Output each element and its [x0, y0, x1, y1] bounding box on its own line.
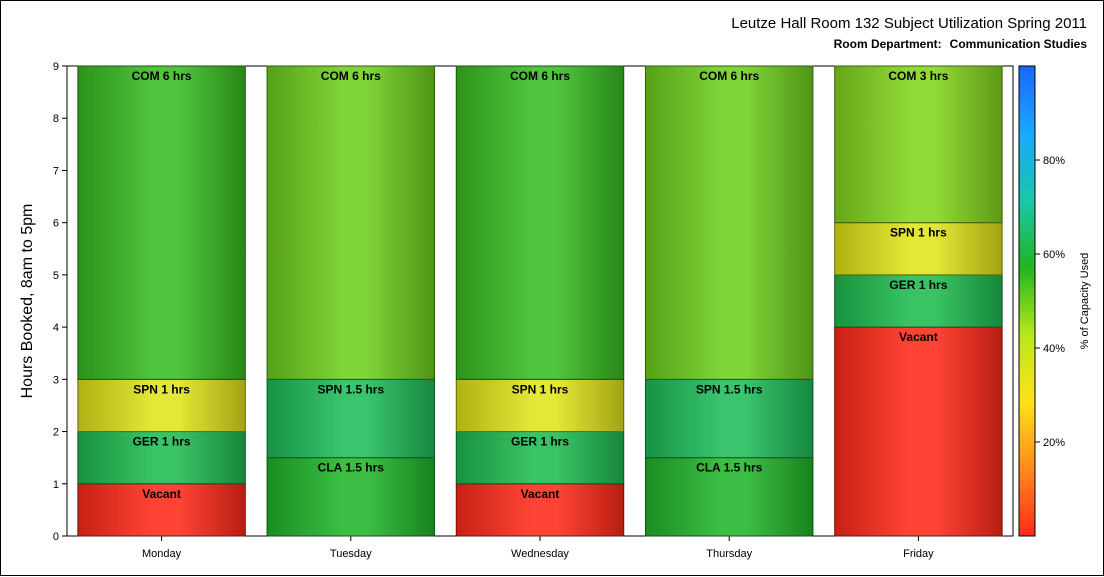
colorbar-title: % of Capacity Used [1079, 253, 1091, 350]
bar-segment[interactable] [455, 431, 625, 485]
bar-segment[interactable] [644, 378, 814, 459]
y-tick-label: 8 [53, 113, 59, 125]
bar-segment[interactable] [834, 65, 1003, 224]
y-tick-label: 7 [53, 165, 59, 177]
y-tick-label: 2 [53, 427, 59, 439]
subtitle-value: Communication Studies [950, 37, 1088, 51]
bar-segment[interactable] [77, 378, 246, 433]
bar-segment-label: Vacant [142, 487, 181, 501]
y-tick-label: 5 [53, 270, 59, 282]
y-tick-label: 6 [53, 218, 59, 230]
y-tick-label: 1 [53, 479, 59, 491]
bar-segment-label: GER 1 hrs [511, 435, 569, 449]
bar-segment[interactable] [77, 65, 246, 380]
bar-segment[interactable] [834, 326, 1003, 537]
bar-segment-label: Vacant [899, 330, 938, 344]
bar-segment-label: COM 6 hrs [699, 69, 759, 83]
bar-segment[interactable] [266, 378, 436, 459]
x-tick-label: Wednesday [511, 548, 569, 560]
x-tick-label: Monday [142, 548, 182, 560]
bar-segment[interactable] [266, 457, 436, 537]
bar-segment[interactable] [834, 274, 1003, 328]
bar-segment[interactable] [77, 431, 246, 485]
y-tick-label: 0 [53, 531, 59, 543]
bar-segment-label: GER 1 hrs [889, 278, 947, 292]
bar-segment-label: CLA 1.5 hrs [696, 461, 763, 475]
x-tick-label: Thursday [706, 548, 752, 560]
bar-segment[interactable] [834, 222, 1003, 276]
bar-segment-label: CLA 1.5 hrs [318, 461, 385, 475]
colorbar-tick-label: 60% [1043, 249, 1065, 261]
bar-segment[interactable] [455, 378, 625, 433]
bar-segment-label: COM 6 hrs [321, 69, 381, 83]
y-tick-label: 3 [53, 374, 59, 386]
bar-segment-label: COM 6 hrs [510, 69, 570, 83]
bar-segment-label: COM 6 hrs [132, 69, 192, 83]
colorbar-tick-label: 40% [1043, 343, 1065, 355]
plot-area: 0 1 2 3 4 5 6 7 8 9 Monday Vacant GER 1 hrs SPN 1 hrs… [53, 61, 1014, 560]
chart-subtitle: Room Department: Communication Studies [834, 37, 1088, 51]
colorbar-tick-label: 80% [1043, 155, 1065, 167]
bar-segment[interactable] [77, 483, 246, 537]
x-tick-label: Friday [903, 548, 934, 560]
y-tick-label: 4 [53, 322, 59, 334]
bar-segment-label: COM 3 hrs [888, 69, 948, 83]
bar-segment-label: SPN 1 hrs [133, 382, 190, 396]
bar-segment[interactable] [644, 65, 814, 380]
chart-title: Leutze Hall Room 132 Subject Utilization… [731, 15, 1087, 32]
x-tick-label: Tuesday [330, 548, 372, 560]
bar-segment-label: SPN 1.5 hrs [317, 382, 384, 396]
bar-segment[interactable] [455, 65, 625, 380]
bar-segment[interactable] [644, 457, 814, 537]
bar-segment-label: SPN 1 hrs [890, 226, 947, 240]
colorbar-gradient [1018, 65, 1036, 537]
bar-segment-label: SPN 1 hrs [512, 382, 569, 396]
y-tick-label: 9 [53, 61, 59, 73]
colorbar-legend: 20% 40% 60% 80% % of Capacity Used [1018, 65, 1091, 537]
bar-segment-label: Vacant [521, 487, 560, 501]
bar-segment[interactable] [455, 483, 625, 537]
bar-segment[interactable] [266, 65, 436, 380]
subtitle-label: Room Department: [834, 37, 942, 51]
bar-segment-label: SPN 1.5 hrs [696, 382, 763, 396]
bar-segment-label: GER 1 hrs [133, 435, 191, 449]
y-axis-title: Hours Booked, 8am to 5pm [19, 204, 36, 399]
colorbar-tick-label: 20% [1043, 437, 1065, 449]
